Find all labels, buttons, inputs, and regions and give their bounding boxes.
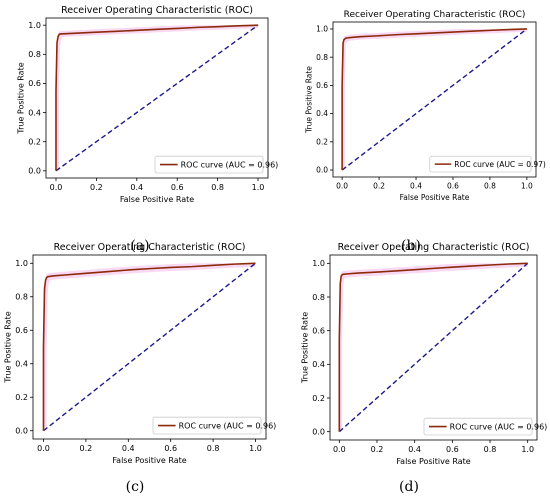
y-tick-label: 0.6	[312, 326, 325, 335]
x-tick-label: 0.2	[80, 444, 93, 453]
y-tick-label: 1.0	[15, 259, 28, 268]
caption-b: (b)	[401, 238, 421, 254]
x-tick-label: 0.4	[130, 183, 143, 192]
legend-label: ROC curve (AUC = 0.96)	[179, 421, 277, 430]
y-axis-label: True Positive Rate	[16, 62, 25, 134]
x-tick-label: 0.4	[122, 444, 135, 453]
legend-box	[152, 416, 262, 435]
x-tick-label: 1.0	[521, 445, 534, 454]
y-axis-label: True Positive Rate	[305, 66, 314, 134]
legend-box	[154, 155, 264, 174]
x-tick-label: 1.0	[521, 182, 533, 191]
diagonal-reference-line	[338, 262, 529, 433]
x-tick-label: 0.2	[371, 445, 384, 454]
x-axis-label: False Positive Rate	[112, 456, 186, 465]
roc-chart-c: Receiver Operating Characteristic (ROC) 0…	[3, 242, 277, 465]
y-tick-label: 0.8	[316, 53, 328, 62]
x-tick-label: 0.2	[90, 183, 103, 192]
chart-title: Receiver Operating Characteristic (ROC)	[344, 10, 526, 20]
roc-chart-d: Receiver Operating Characteristic (ROC) 0…	[300, 242, 548, 466]
legend-label: ROC curve (AUC = 0.96)	[450, 422, 548, 431]
roc-panel-c: Receiver Operating Characteristic (ROC) 0…	[0, 228, 280, 465]
chart-title: Receiver Operating Characteristic (ROC)	[338, 242, 530, 253]
caption-d: (d)	[399, 479, 419, 495]
x-tick-label: 1.0	[252, 183, 265, 192]
y-axis-label: True Positive Rate	[3, 311, 12, 383]
x-tick-label: 0.6	[447, 182, 459, 191]
y-tick-label: 0.6	[28, 79, 41, 88]
y-tick-label: 0.4	[316, 109, 328, 118]
diagonal-reference-line	[43, 262, 256, 432]
x-tick-label: 0.8	[207, 444, 220, 453]
y-tick-label: 0.4	[15, 360, 28, 369]
x-tick-label: 0.0	[336, 182, 348, 191]
y-tick-label: 0.8	[312, 293, 325, 302]
y-tick-label: 0.6	[15, 326, 28, 335]
x-tick-label: 0.0	[37, 444, 50, 453]
caption-a: (a)	[130, 238, 150, 254]
legend-box	[429, 155, 532, 173]
x-tick-label: 0.6	[446, 445, 459, 454]
caption-c: (c)	[125, 479, 145, 495]
x-tick-label: 0.4	[408, 445, 421, 454]
y-tick-label: 0.0	[28, 167, 41, 176]
x-tick-label: 0.4	[410, 182, 422, 191]
y-tick-label: 0.4	[28, 108, 41, 117]
y-tick-label: 1.0	[28, 21, 41, 30]
roc-confidence-band	[339, 263, 528, 432]
x-tick-label: 0.8	[211, 183, 224, 192]
y-tick-label: 0.0	[312, 427, 325, 436]
y-tick-label: 1.0	[316, 25, 328, 34]
x-tick-label: 0.2	[373, 182, 385, 191]
chart-title: Receiver Operating Characteristic (ROC)	[54, 242, 246, 253]
x-tick-label: 0.8	[484, 445, 497, 454]
x-tick-label: 0.0	[333, 445, 346, 454]
diagonal-reference-line	[55, 24, 259, 172]
y-axis-label: True Positive Rate	[300, 312, 309, 384]
y-tick-label: 0.2	[312, 394, 325, 403]
x-axis-label: False Positive Rate	[396, 457, 470, 466]
plot-frame	[45, 17, 269, 179]
roc-curve-line	[341, 28, 527, 171]
x-tick-label: 1.0	[249, 444, 262, 453]
y-tick-label: 0.2	[28, 137, 41, 146]
y-tick-label: 0.0	[316, 166, 328, 175]
roc-panel-b: Receiver Operating Characteristic (ROC) 0…	[275, 0, 550, 225]
diagonal-reference-line	[341, 28, 528, 171]
y-tick-label: 0.0	[15, 427, 28, 436]
x-tick-label: 0.6	[164, 444, 177, 453]
roc-curve-line	[338, 262, 528, 432]
chart-title: Receiver Operating Characteristic (ROC)	[61, 5, 253, 16]
y-tick-label: 0.8	[28, 50, 41, 59]
x-axis-label: False Positive Rate	[400, 193, 470, 202]
legend-box	[423, 417, 533, 436]
x-tick-label: 0.8	[484, 182, 496, 191]
roc-curve-line	[55, 24, 259, 171]
roc-chart-b: Receiver Operating Characteristic (ROC) 0…	[305, 10, 546, 202]
x-axis-label: False Positive Rate	[120, 195, 194, 204]
y-tick-label: 0.4	[312, 360, 325, 369]
y-tick-label: 0.2	[15, 393, 28, 402]
legend-label: ROC curve (AUC = 0.97)	[454, 160, 546, 169]
y-tick-label: 0.8	[15, 293, 28, 302]
y-tick-label: 0.2	[316, 137, 328, 146]
roc-curve-line	[42, 262, 256, 431]
plot-frame	[329, 254, 538, 441]
x-tick-label: 0.6	[171, 183, 184, 192]
roc-panel-d: Receiver Operating Characteristic (ROC) 0…	[275, 228, 550, 466]
roc-chart-a: Receiver Operating Characteristic (ROC) 0…	[16, 5, 279, 204]
y-tick-label: 1.0	[312, 259, 325, 268]
plot-frame	[32, 254, 267, 440]
legend-label: ROC curve (AUC = 0.96)	[181, 160, 279, 169]
x-tick-label: 0.0	[50, 183, 63, 192]
roc-panel-a: Receiver Operating Characteristic (ROC) 0…	[0, 0, 280, 225]
plot-frame	[332, 21, 537, 178]
y-tick-label: 0.6	[316, 81, 328, 90]
